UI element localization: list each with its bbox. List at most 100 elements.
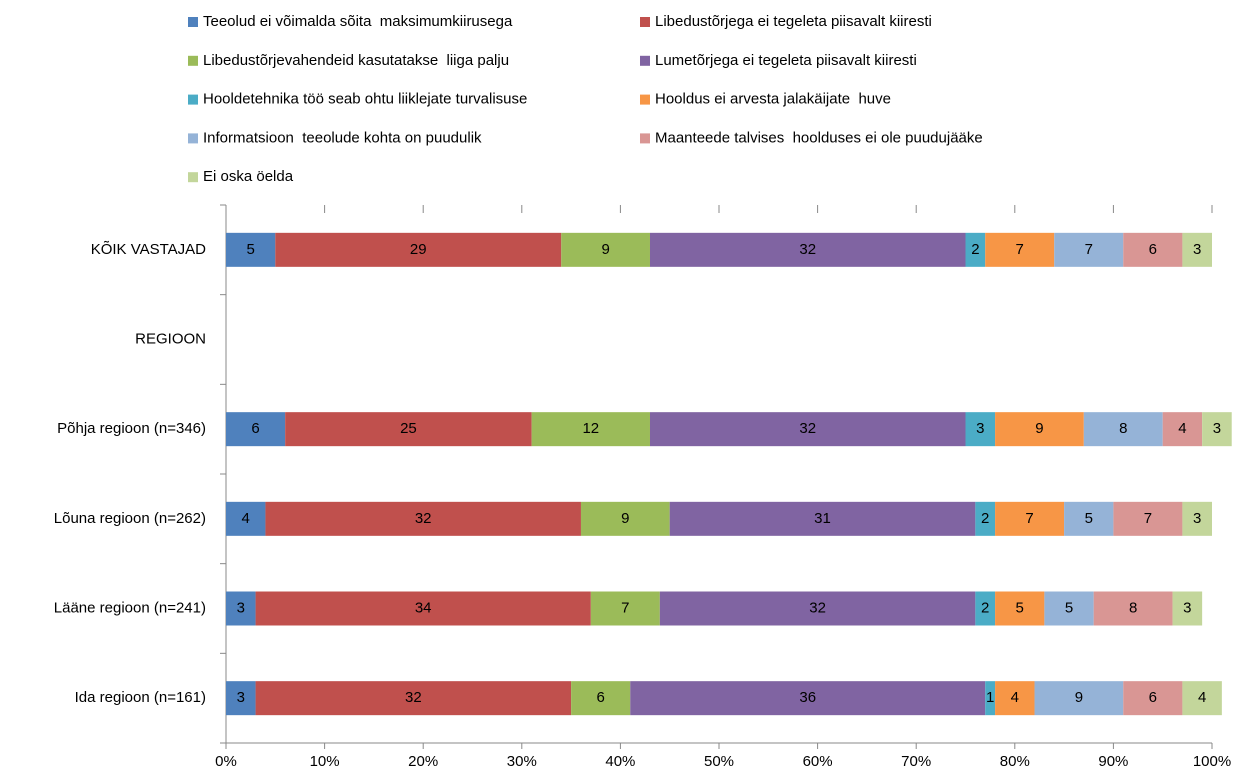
data-label: 8 [1129, 599, 1137, 616]
bar-segment [1064, 501, 1114, 536]
legend-swatch [188, 133, 198, 144]
legend-swatch [640, 17, 650, 27]
bar-segment [265, 501, 581, 536]
legend-swatch [640, 133, 650, 144]
data-label: 12 [582, 420, 599, 437]
bar-segment [1172, 591, 1203, 626]
legend-swatch [188, 94, 198, 105]
data-label: 4 [1011, 689, 1019, 706]
y-tick-label: Lääne regioon (n=241) [54, 599, 206, 616]
bar-segment [590, 591, 660, 626]
bar-segment [1182, 681, 1222, 716]
bar-segment [226, 681, 256, 716]
legend-swatch [188, 17, 198, 27]
bar-segment [1182, 232, 1212, 267]
legend-label: Libedustõrjega ei tegeleta piisavalt kii… [655, 13, 932, 30]
bar-segment [561, 232, 650, 267]
legend-label: Maanteede talvises hoolduses ei ole puud… [655, 129, 983, 146]
data-label: 9 [1075, 689, 1083, 706]
bar-segment [965, 232, 986, 267]
data-label: 32 [415, 510, 432, 527]
legend-label: Lumetõrjega ei tegeleta piisavalt kiires… [655, 52, 917, 69]
bar-segment [226, 412, 286, 447]
bar-segment [1054, 232, 1124, 267]
data-label: 4 [242, 510, 250, 527]
data-label: 4 [1198, 689, 1206, 706]
x-tick-label: 50% [704, 753, 734, 770]
bar-segment [995, 412, 1084, 447]
data-label: 4 [1178, 420, 1186, 437]
bar-segment [1182, 501, 1212, 536]
data-label: 9 [621, 510, 629, 527]
y-tick-label: Põhja regioon (n=346) [57, 420, 206, 437]
x-tick-label: 100% [1193, 753, 1231, 770]
data-label: 7 [1025, 510, 1033, 527]
data-label: 7 [1144, 510, 1152, 527]
bar-segment [1123, 681, 1183, 716]
x-tick-label: 20% [408, 753, 438, 770]
data-label: 2 [971, 241, 979, 258]
data-label: 5 [1016, 599, 1024, 616]
data-label: 32 [405, 689, 422, 706]
legend-swatch [188, 55, 198, 66]
data-label: 32 [799, 420, 816, 437]
data-label: 3 [1193, 510, 1201, 527]
bar-segment [226, 232, 276, 267]
bar-segment [985, 232, 1055, 267]
data-label: 2 [981, 599, 989, 616]
bar-segment [275, 232, 562, 267]
legend-label: Ei oska öelda [203, 168, 294, 185]
legend-label: Hooldetehnika töö seab ohtu liiklejate t… [203, 91, 527, 108]
legend-swatch [640, 55, 650, 66]
data-label: 3 [237, 599, 245, 616]
bar-segment [255, 681, 572, 716]
data-label: 32 [809, 599, 826, 616]
bar-segment [285, 412, 532, 447]
y-tick-label: KÕIK VASTAJAD [91, 241, 206, 258]
bar-segment [965, 412, 996, 447]
bar-segment [580, 501, 670, 536]
bar-segment [1034, 681, 1124, 716]
legend-label: Teeolud ei võimalda sõita maksimumkiirus… [203, 13, 513, 30]
data-label: 7 [1016, 241, 1024, 258]
data-label: 25 [400, 420, 417, 437]
bar-segment [1093, 591, 1173, 626]
legend-label: Informatsioon teeolude kohta on puudulik [203, 129, 482, 146]
bar-segment [985, 681, 996, 716]
bar-segment [1162, 412, 1203, 447]
bar-segment [1202, 412, 1232, 447]
data-label: 6 [251, 420, 259, 437]
data-label: 5 [246, 241, 254, 258]
data-label: 3 [237, 689, 245, 706]
x-tick-label: 0% [215, 753, 237, 770]
bar-segment [649, 232, 966, 267]
data-label: 6 [1149, 689, 1157, 706]
bar-segment [1083, 412, 1163, 447]
data-label: 34 [415, 599, 432, 616]
bar-segment [975, 501, 996, 536]
x-tick-label: 10% [310, 753, 340, 770]
data-label: 32 [799, 241, 816, 258]
bar-segment [1123, 232, 1183, 267]
bar-segment [669, 501, 976, 536]
data-label: 29 [410, 241, 427, 258]
x-tick-label: 80% [1000, 753, 1030, 770]
legend-label: Hooldus ei arvesta jalakäijate huve [655, 91, 891, 108]
data-label: 9 [601, 241, 609, 258]
bar-segment [226, 591, 256, 626]
data-label: 9 [1035, 420, 1043, 437]
x-tick-label: 60% [803, 753, 833, 770]
data-label: 2 [981, 510, 989, 527]
y-tick-label: REGIOON [135, 330, 206, 347]
bar-segment [1113, 501, 1183, 536]
data-label: 36 [799, 689, 816, 706]
data-label: 1 [986, 689, 994, 706]
y-tick-label: Ida regioon (n=161) [75, 689, 206, 706]
bar-segment [531, 412, 650, 447]
data-label: 7 [1085, 241, 1093, 258]
bar-segment [659, 591, 976, 626]
x-tick-label: 90% [1098, 753, 1128, 770]
data-label: 5 [1065, 599, 1073, 616]
data-label: 8 [1119, 420, 1127, 437]
